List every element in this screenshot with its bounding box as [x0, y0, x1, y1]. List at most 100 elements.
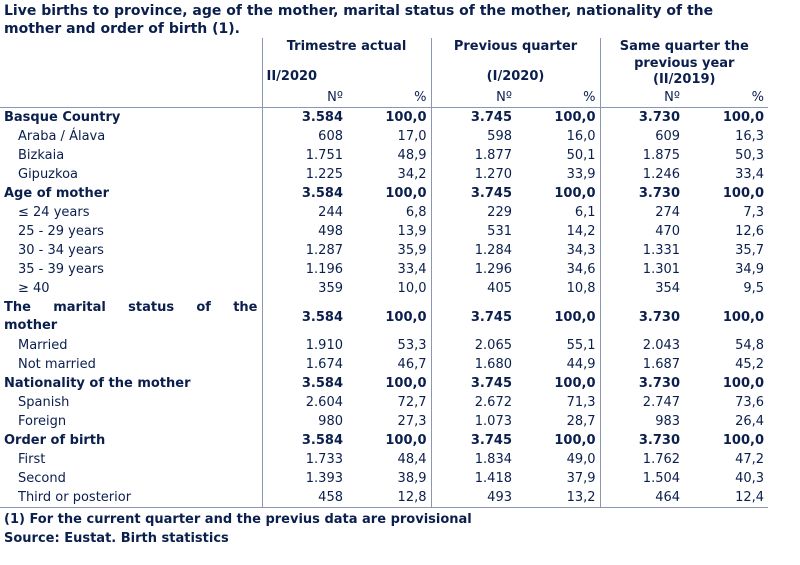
cell-percent: 72,7 — [397, 395, 427, 410]
cell-count: 1.270 — [430, 165, 516, 184]
cell-percent: 100,0 — [385, 186, 427, 201]
cell-count: 1.504 — [599, 469, 685, 488]
table-row: 35 - 39 years 1.196 33,4 1.296 34,6 1.301 34,9 — [0, 260, 768, 279]
cell-count: 274 — [599, 203, 685, 222]
cell-count: 1.196 — [261, 260, 347, 279]
cell-percent: 48,4 — [397, 452, 427, 467]
cell-count: 1.733 — [261, 450, 347, 469]
subheader-pct: % — [684, 88, 769, 108]
cell-count: 3.730 — [599, 431, 685, 450]
cell-count: 1.284 — [430, 241, 516, 260]
cell-count: 405 — [430, 279, 516, 298]
cell-percent: 12,8 — [347, 488, 431, 508]
cell-percent: 100,0 — [385, 376, 427, 391]
row-label: ≤ 24 years — [18, 205, 90, 220]
cell-percent: 34,3 — [566, 243, 596, 258]
cell-percent: 16,0 — [566, 129, 596, 144]
footnote-provisional: (1) For the current quarter and the prev… — [4, 512, 472, 527]
row-label: ≥ 40 — [18, 281, 50, 296]
cell-percent: 48,9 — [397, 148, 427, 163]
cell-count: 608 — [261, 127, 347, 146]
cell-count: 1.418 — [430, 469, 516, 488]
cell-count: 2.604 — [261, 393, 347, 412]
cell-count: 3.584 — [261, 374, 347, 393]
cell-percent: 44,9 — [566, 357, 596, 372]
cell-count: 1.751 — [261, 146, 347, 165]
table-row: Second 1.393 38,9 1.418 37,9 1.504 40,3 — [0, 469, 768, 488]
row-label: Bizkaia — [18, 148, 65, 163]
cell-count: 3.745 — [430, 374, 516, 393]
cell-percent: 34,6 — [566, 262, 596, 277]
cell-percent: 50,3 — [735, 148, 765, 163]
row-label: First — [18, 452, 46, 467]
cell-count: 1.762 — [599, 450, 685, 469]
cell-percent: 34,2 — [397, 167, 427, 182]
cell-percent: 9,5 — [743, 281, 765, 296]
cell-count: 1.246 — [599, 165, 685, 184]
cell-percent: 33,4 — [397, 262, 427, 277]
cell-percent: 47,2 — [735, 452, 765, 467]
header-same-quarter-previous-year: Same quarter the previous year (II/2019) — [599, 38, 769, 88]
cell-percent: 100,0 — [385, 110, 427, 125]
row-label: 35 - 39 years — [18, 262, 104, 277]
cell-count: 3.730 — [599, 184, 685, 203]
cell-percent: 49,0 — [566, 452, 596, 467]
table-row: 25 - 29 years 498 13,9 531 14,2 470 12,6 — [0, 222, 768, 241]
cell-count: 980 — [261, 412, 347, 431]
table-row: Gipuzkoa 1.225 34,2 1.270 33,9 1.246 33,4 — [0, 165, 768, 184]
cell-count: 3.745 — [430, 107, 516, 127]
cell-count: 470 — [599, 222, 685, 241]
cell-count: 3.745 — [430, 184, 516, 203]
cell-count: 464 — [599, 488, 685, 508]
cell-count: 1.910 — [261, 336, 347, 355]
cell-percent: 13,2 — [516, 488, 601, 508]
cell-count: 3.745 — [430, 431, 516, 450]
subheader-num: Nº — [261, 88, 347, 108]
row-label: Basque Country — [4, 110, 121, 125]
cell-percent: 27,3 — [397, 414, 427, 429]
cell-count: 1.680 — [430, 355, 516, 374]
cell-count: 1.674 — [261, 355, 347, 374]
cell-count: 359 — [261, 279, 347, 298]
row-label: Age of mother — [4, 186, 109, 201]
cell-count: 1.877 — [430, 146, 516, 165]
table-row: ≥ 40 359 10,0 405 10,8 354 9,5 — [0, 279, 768, 298]
cell-percent: 100,0 — [554, 110, 596, 125]
cell-percent: 40,3 — [735, 471, 765, 486]
cell-percent: 37,9 — [566, 471, 596, 486]
row-label: Third or posterior — [0, 488, 262, 508]
cell-count: 531 — [430, 222, 516, 241]
cell-percent: 35,7 — [735, 243, 765, 258]
cell-count: 1.687 — [599, 355, 685, 374]
cell-percent: 17,0 — [397, 129, 427, 144]
cell-percent: 100,0 — [722, 309, 765, 325]
header-previous-quarter: Previous quarter (I/2020) — [430, 38, 601, 88]
row-label: 30 - 34 years — [18, 243, 104, 258]
row-label: 25 - 29 years — [18, 224, 104, 239]
cell-count: 3.730 — [599, 298, 685, 336]
cell-percent: 12,6 — [735, 224, 765, 239]
cell-percent: 100,0 — [385, 433, 427, 448]
table-row: Spanish 2.604 72,7 2.672 71,3 2.747 73,6 — [0, 393, 768, 412]
row-label: Not married — [18, 357, 96, 372]
cell-count: 3.584 — [261, 184, 347, 203]
cell-percent: 100,0 — [722, 186, 765, 201]
cell-percent: 45,2 — [735, 357, 765, 372]
cell-count: 1.301 — [599, 260, 685, 279]
cell-count: 598 — [430, 127, 516, 146]
cell-percent: 100,0 — [722, 110, 765, 125]
cell-count: 3.584 — [261, 107, 347, 127]
cell-count: 2.672 — [430, 393, 516, 412]
cell-count: 3.730 — [599, 107, 685, 127]
cell-count: 458 — [261, 488, 347, 508]
cell-count: 229 — [430, 203, 516, 222]
row-label: Gipuzkoa — [18, 167, 78, 182]
row-label: Second — [18, 471, 66, 486]
cell-count: 3.584 — [261, 298, 347, 336]
cell-percent: 34,9 — [735, 262, 765, 277]
table-row: Foreign 980 27,3 1.073 28,7 983 26,4 — [0, 412, 768, 431]
subheader-num: Nº — [599, 88, 685, 108]
cell-percent: 55,1 — [566, 338, 596, 353]
table-row: The marital status of the mother 3.584 100,… — [0, 298, 768, 336]
table-row: Nationality of the mother 3.584 100,0 3.745… — [0, 374, 768, 393]
